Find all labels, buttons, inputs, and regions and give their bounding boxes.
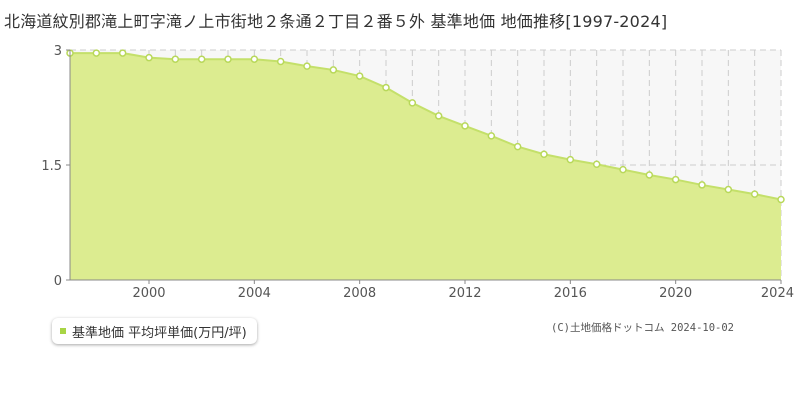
y-tick-label: 0 (54, 274, 62, 289)
data-point (461, 122, 469, 130)
data-point (382, 83, 390, 92)
data-point (355, 72, 364, 80)
data-point (434, 112, 443, 120)
legend-label: 基準地価 平均坪単価(万円/坪) (72, 325, 247, 341)
data-point (513, 142, 522, 151)
data-point (645, 171, 654, 179)
data-point (329, 66, 338, 74)
data-point (276, 57, 285, 66)
chart-legend: 基準地価 平均坪単価(万円/坪) (52, 318, 257, 344)
data-point (487, 132, 496, 140)
x-tick-label: 2016 (554, 286, 587, 301)
y-tick-label: 3 (54, 44, 62, 59)
x-tick-label: 2024 (761, 286, 794, 301)
data-point (724, 185, 733, 194)
copyright-notice: (C)土地価格ドットコム 2024-10-02 (551, 322, 735, 334)
data-point (777, 195, 785, 204)
data-point (750, 190, 759, 198)
x-tick-label: 2020 (659, 286, 692, 301)
data-point (145, 53, 153, 62)
series-line (70, 52, 782, 201)
series-area (70, 53, 781, 280)
chart-title: 北海道紋別郡滝上町字滝ノ上市街地２条通２丁目２番５外 基準地価 地価推移[199… (4, 12, 668, 31)
legend-swatch (60, 328, 66, 334)
data-point (118, 49, 127, 57)
data-point (671, 175, 680, 184)
data-point (303, 62, 311, 70)
data-point (698, 181, 706, 189)
x-tick-label: 2008 (343, 286, 376, 301)
x-tick-label: 2000 (132, 286, 165, 301)
data-point (408, 99, 417, 107)
data-point (619, 165, 627, 174)
data-point (171, 55, 180, 63)
data-point (92, 49, 101, 57)
data-point (197, 55, 206, 63)
data-point (250, 55, 259, 63)
x-tick-label: 2004 (238, 286, 271, 301)
y-tick-label: 1.5 (41, 159, 62, 174)
data-point (566, 155, 575, 164)
x-tick-label: 2012 (448, 286, 481, 301)
data-point (592, 160, 601, 168)
data-point (224, 55, 232, 63)
data-point (540, 150, 548, 159)
